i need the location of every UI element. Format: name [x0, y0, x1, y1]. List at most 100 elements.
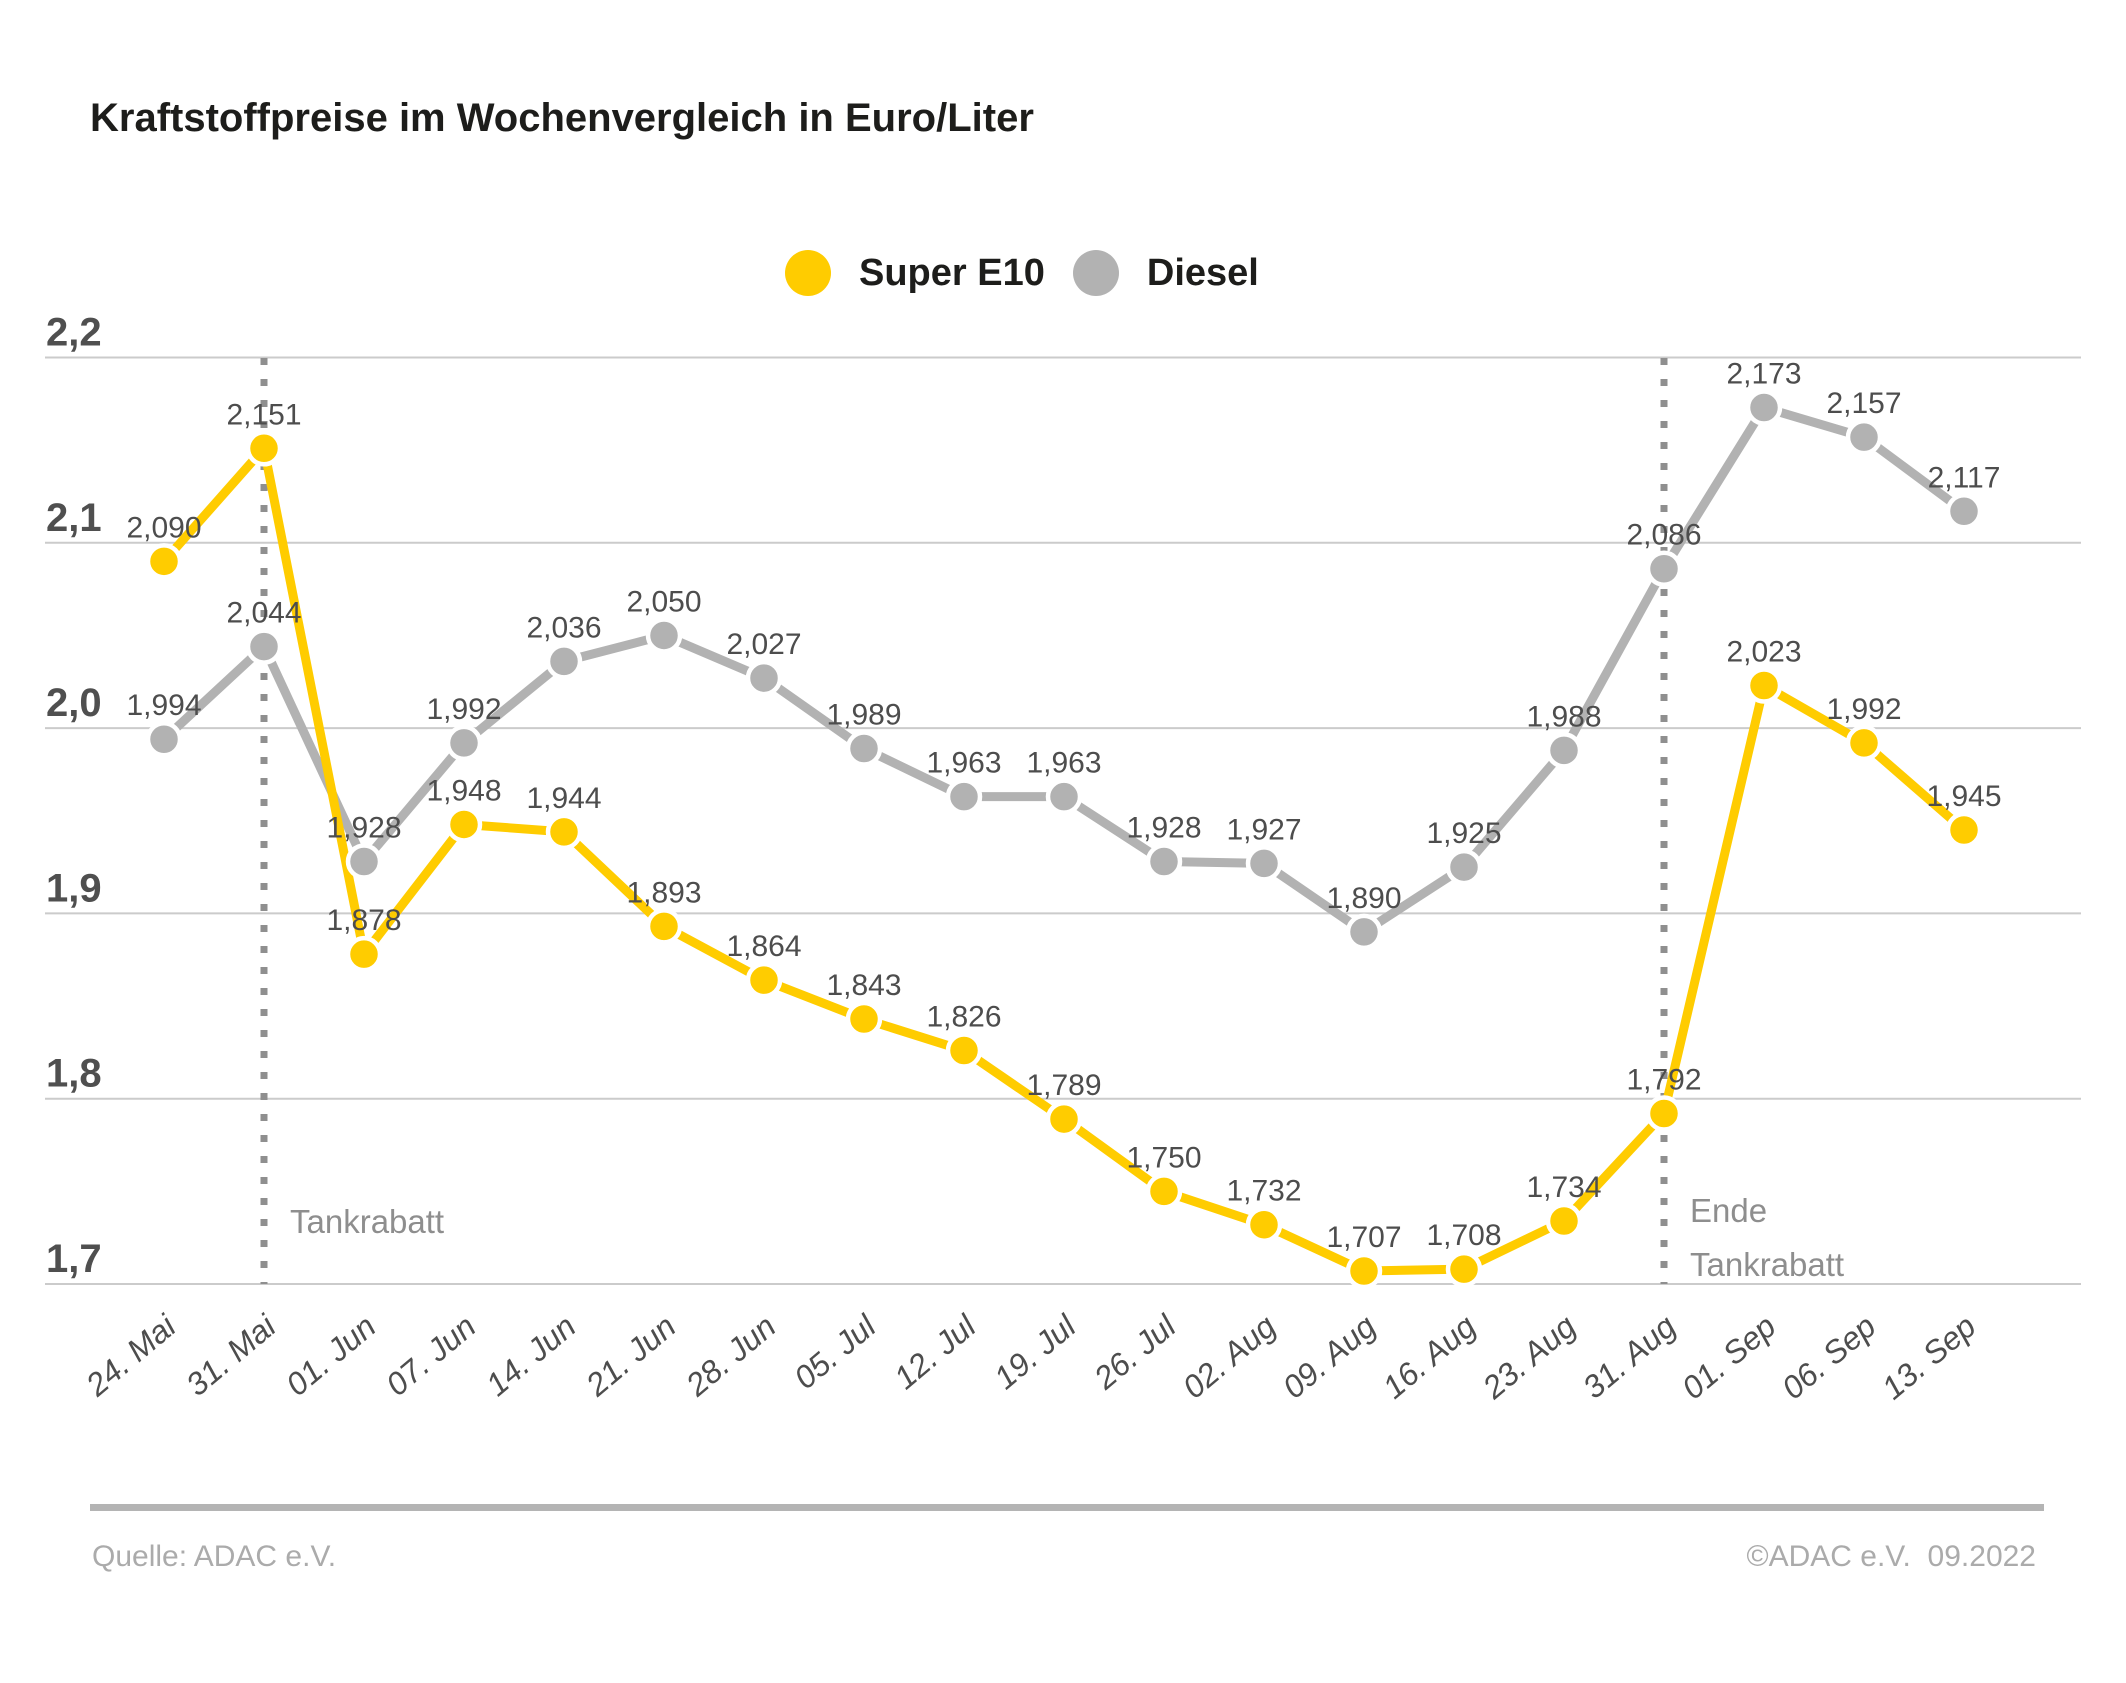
value-label-super-e10: 1,750 [1126, 1141, 1201, 1174]
annotation-label: Ende [1690, 1192, 1767, 1229]
y-axis-tick-label: 2,0 [46, 681, 102, 725]
y-axis-tick-label: 1,7 [46, 1237, 102, 1281]
y-axis-tick-label: 1,8 [46, 1052, 102, 1096]
value-label-diesel: 1,963 [926, 747, 1001, 780]
footer-divider [90, 1504, 2044, 1511]
data-point-diesel [845, 730, 883, 767]
x-axis-tick-label: 13. Sep [1875, 1308, 1983, 1406]
super-e10-legend-dot-icon [785, 250, 831, 296]
value-label-diesel: 2,027 [726, 628, 801, 661]
value-label-super-e10: 1,948 [426, 774, 501, 807]
data-point-diesel [1345, 913, 1383, 951]
x-axis-tick-label: 06. Sep [1775, 1308, 1883, 1406]
data-point-diesel [1145, 843, 1183, 880]
annotation-label: Tankrabatt [290, 1203, 444, 1240]
x-axis-tick-label: 14. Jun [479, 1308, 583, 1403]
value-label-diesel: 1,989 [826, 698, 901, 731]
data-point-diesel [645, 617, 683, 654]
data-point-super-e10 [645, 908, 683, 945]
data-point-super-e10 [245, 430, 283, 467]
value-label-diesel: 2,117 [1928, 461, 2001, 494]
data-point-super-e10 [1945, 811, 1983, 849]
value-label-diesel: 1,928 [1126, 812, 1201, 845]
value-label-diesel: 2,086 [1626, 519, 1701, 552]
value-label-diesel: 1,988 [1526, 700, 1601, 733]
value-label-diesel: 1,994 [126, 689, 201, 722]
value-label-super-e10: 1,944 [526, 782, 601, 815]
value-label-super-e10: 1,734 [1526, 1171, 1601, 1204]
value-label-super-e10: 1,732 [1226, 1175, 1301, 1208]
chart-legend: Super E10 Diesel [785, 250, 1259, 296]
data-point-diesel [445, 724, 483, 762]
x-axis-tick-label: 21. Jun [578, 1308, 682, 1404]
data-point-super-e10 [1445, 1250, 1483, 1288]
value-label-diesel: 1,928 [326, 812, 401, 845]
value-label-super-e10: 1,878 [326, 904, 401, 937]
value-label-super-e10: 1,945 [1926, 780, 2001, 813]
x-axis-tick-label: 05. Jul [787, 1307, 883, 1396]
x-axis-tick-label: 31. Aug [1576, 1308, 1683, 1406]
data-point-super-e10 [1145, 1173, 1183, 1210]
data-point-diesel [345, 843, 383, 880]
chart-title: Kraftstoffpreise im Wochenvergleich in E… [90, 96, 1034, 140]
data-point-super-e10 [945, 1032, 983, 1069]
y-axis-tick-label: 1,9 [46, 866, 102, 910]
value-label-diesel: 2,044 [226, 597, 301, 630]
data-point-super-e10 [1245, 1206, 1283, 1243]
legend-label-super-e10: Super E10 [859, 251, 1045, 294]
x-axis-tick-label: 07. Jun [379, 1308, 483, 1403]
diesel-legend-dot-icon [1072, 250, 1119, 296]
value-label-diesel: 1,890 [1326, 882, 1401, 915]
value-label-diesel: 2,173 [1726, 358, 1801, 391]
data-point-super-e10 [545, 813, 583, 851]
data-point-diesel [1845, 418, 1883, 456]
value-label-diesel: 2,050 [626, 585, 701, 618]
value-label-diesel: 1,992 [426, 693, 501, 726]
value-label-diesel: 2,036 [526, 611, 601, 644]
x-axis-tick-label: 31. Mai [179, 1307, 283, 1403]
data-point-super-e10 [345, 935, 383, 973]
value-label-super-e10: 1,826 [926, 1001, 1001, 1034]
x-axis-tick-label: 28. Jun [678, 1308, 782, 1404]
value-label-super-e10: 1,893 [626, 876, 701, 909]
value-label-super-e10: 1,864 [726, 930, 801, 963]
data-point-super-e10 [845, 1000, 883, 1038]
x-axis-tick-label: 16. Aug [1376, 1308, 1483, 1406]
value-label-diesel: 1,925 [1426, 817, 1501, 850]
x-axis-tick-label: 12. Jul [887, 1307, 983, 1396]
x-axis-tick-label: 19. Jul [987, 1307, 1083, 1396]
x-axis-tick-label: 23. Aug [1475, 1308, 1583, 1406]
data-point-diesel [745, 659, 783, 697]
value-label-super-e10: 2,023 [1726, 635, 1801, 668]
legend-label-diesel: Diesel [1146, 251, 1259, 294]
x-axis-tick-label: 24. Mai [78, 1307, 183, 1403]
value-label-super-e10: 1,789 [1026, 1069, 1101, 1102]
value-label-super-e10: 1,708 [1426, 1219, 1501, 1252]
data-point-diesel [1245, 845, 1283, 882]
value-label-super-e10: 2,090 [126, 511, 201, 544]
x-axis-tick-label: 26. Jul [1086, 1307, 1183, 1396]
data-point-super-e10 [1645, 1095, 1683, 1132]
series-line-diesel [159, 403, 1969, 937]
value-label-diesel: 1,927 [1226, 813, 1301, 846]
data-point-super-e10 [1045, 1100, 1083, 1138]
value-label-diesel: 2,157 [1826, 387, 1901, 420]
value-label-diesel: 1,963 [1026, 747, 1101, 780]
legend-item-super-e10: Super E10 [785, 250, 1045, 296]
series-line-super-e10 [159, 443, 1969, 1276]
source-credit: Quelle: ADAC e.V. [92, 1540, 337, 1573]
x-axis-tick-label: 01. Sep [1675, 1308, 1783, 1406]
legend-item-diesel: Diesel [1072, 250, 1259, 296]
data-point-super-e10 [1545, 1202, 1583, 1240]
data-point-super-e10 [145, 543, 183, 580]
data-point-diesel [245, 628, 283, 665]
value-label-super-e10: 1,992 [1826, 693, 1901, 726]
data-point-diesel [145, 720, 183, 758]
y-axis-tick-label: 2,1 [46, 496, 102, 540]
value-label-super-e10: 1,843 [826, 969, 901, 1002]
data-point-super-e10 [1745, 667, 1783, 704]
data-point-super-e10 [1845, 724, 1883, 762]
data-point-diesel [1545, 732, 1583, 769]
data-point-super-e10 [445, 806, 483, 843]
